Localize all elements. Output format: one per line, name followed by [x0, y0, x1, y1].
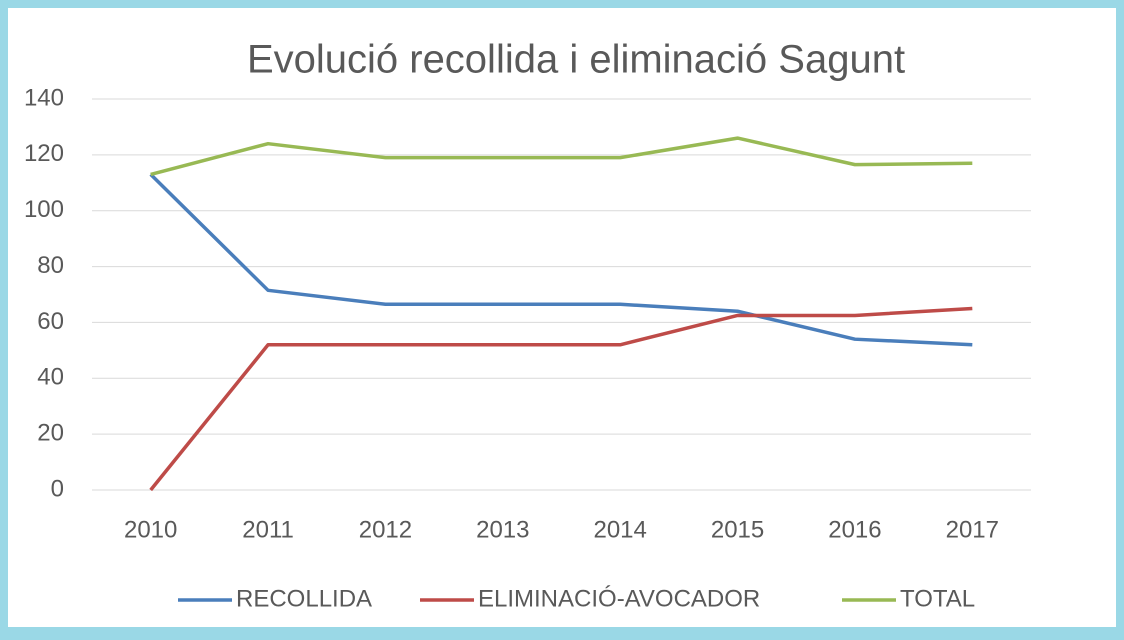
chart-area [8, 8, 1116, 627]
legend-label: TOTAL [900, 585, 975, 612]
legend-label: ELIMINACIÓ-AVOCADOR [478, 585, 760, 612]
x-tick-label: 2016 [828, 516, 881, 543]
y-tick-label: 100 [24, 196, 64, 223]
x-tick-label: 2010 [124, 516, 177, 543]
y-tick-label: 120 [24, 140, 64, 167]
x-tick-label: 2011 [242, 516, 294, 543]
y-tick-label: 80 [37, 252, 64, 279]
legend-label: RECOLLIDA [236, 585, 372, 612]
x-tick-label: 2013 [476, 516, 529, 543]
y-tick-label: 140 [24, 84, 64, 111]
x-tick-label: 2017 [946, 516, 999, 543]
x-tick-label: 2015 [711, 516, 764, 543]
y-tick-label: 40 [37, 364, 64, 391]
y-tick-label: 0 [51, 475, 64, 502]
series-line [149, 173, 973, 347]
x-tick-label: 2014 [593, 516, 646, 543]
series-line [149, 306, 973, 492]
y-tick-label: 20 [37, 419, 64, 446]
y-tick-label: 60 [37, 308, 64, 335]
chart-title: Evolució recollida i eliminació Sagunt [247, 38, 905, 82]
x-tick-label: 2012 [359, 516, 412, 543]
series-line [150, 136, 973, 177]
